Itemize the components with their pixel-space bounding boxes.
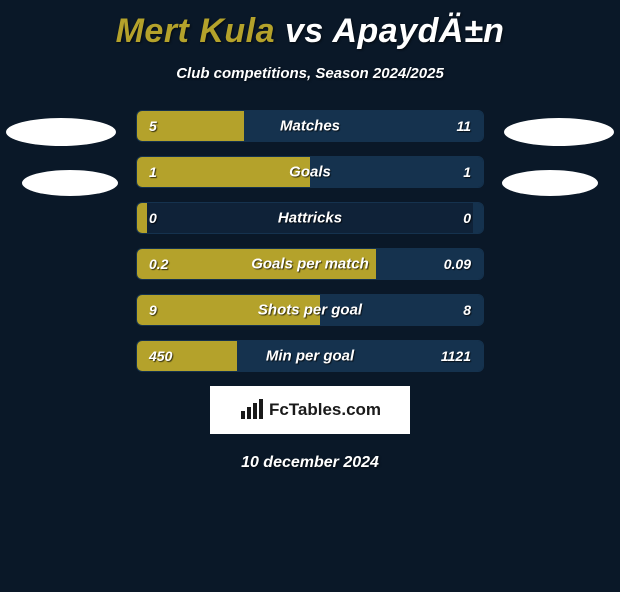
stat-value-left: 450 [149,348,172,364]
stat-label: Matches [280,118,340,135]
stat-value-right: 11 [456,118,471,134]
stat-label: Hattricks [278,210,342,227]
stat-value-right: 0 [463,210,471,226]
stat-label: Shots per goal [258,302,362,319]
stat-value-left: 0 [149,210,157,226]
player2-avatar-placeholder-top [504,118,614,146]
stat-row-goals: 1 Goals 1 [136,156,484,188]
vs-label: vs [285,12,324,50]
stat-bars: 5 Matches 11 1 Goals 1 0 Hattricks 0 0.2… [136,110,484,372]
stat-value-right: 8 [463,302,471,318]
stat-row-goals-per-match: 0.2 Goals per match 0.09 [136,248,484,280]
stat-label: Goals [289,164,331,181]
stat-value-right: 1 [463,164,471,180]
stat-value-right: 0.09 [444,256,471,272]
brand-badge: FcTables.com [210,386,410,434]
stat-row-min-per-goal: 450 Min per goal 1121 [136,340,484,372]
player1-avatar-placeholder-bottom [22,170,118,196]
stat-row-shots-per-goal: 9 Shots per goal 8 [136,294,484,326]
stat-value-left: 9 [149,302,157,318]
stat-label: Min per goal [266,348,354,365]
player1-avatar-placeholder-top [6,118,116,146]
stat-seg-right [473,203,483,233]
stat-row-matches: 5 Matches 11 [136,110,484,142]
player2-avatar-placeholder-bottom [502,170,598,196]
brand-chart-icon [239,399,265,421]
snapshot-date: 10 december 2024 [0,454,620,472]
comparison-arena: 5 Matches 11 1 Goals 1 0 Hattricks 0 0.2… [0,110,620,372]
stat-value-left: 5 [149,118,157,134]
stat-value-left: 0.2 [149,256,168,272]
comparison-title: Mert Kula vs ApaydÄ±n [0,12,620,51]
stat-label: Goals per match [251,256,369,273]
brand-text: FcTables.com [269,400,381,420]
stat-value-left: 1 [149,164,157,180]
stat-value-right: 1121 [441,348,471,364]
player1-name: Mert Kula [116,12,275,50]
stat-seg-left [137,203,147,233]
stat-seg-right [310,157,483,187]
player2-name: ApaydÄ±n [332,12,504,50]
subtitle: Club competitions, Season 2024/2025 [0,65,620,82]
stat-seg-left [137,157,310,187]
stat-row-hattricks: 0 Hattricks 0 [136,202,484,234]
